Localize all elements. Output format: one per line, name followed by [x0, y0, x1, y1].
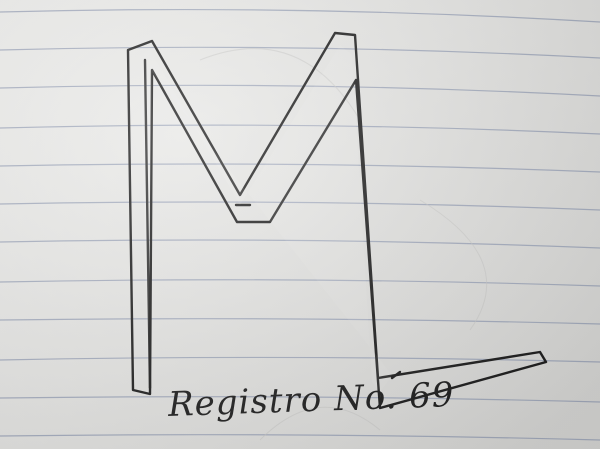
ml-monogram-drawing — [126, 31, 548, 410]
ruled-lines — [0, 8, 600, 441]
notebook-photo: Registro No. 69 — [0, 0, 600, 449]
